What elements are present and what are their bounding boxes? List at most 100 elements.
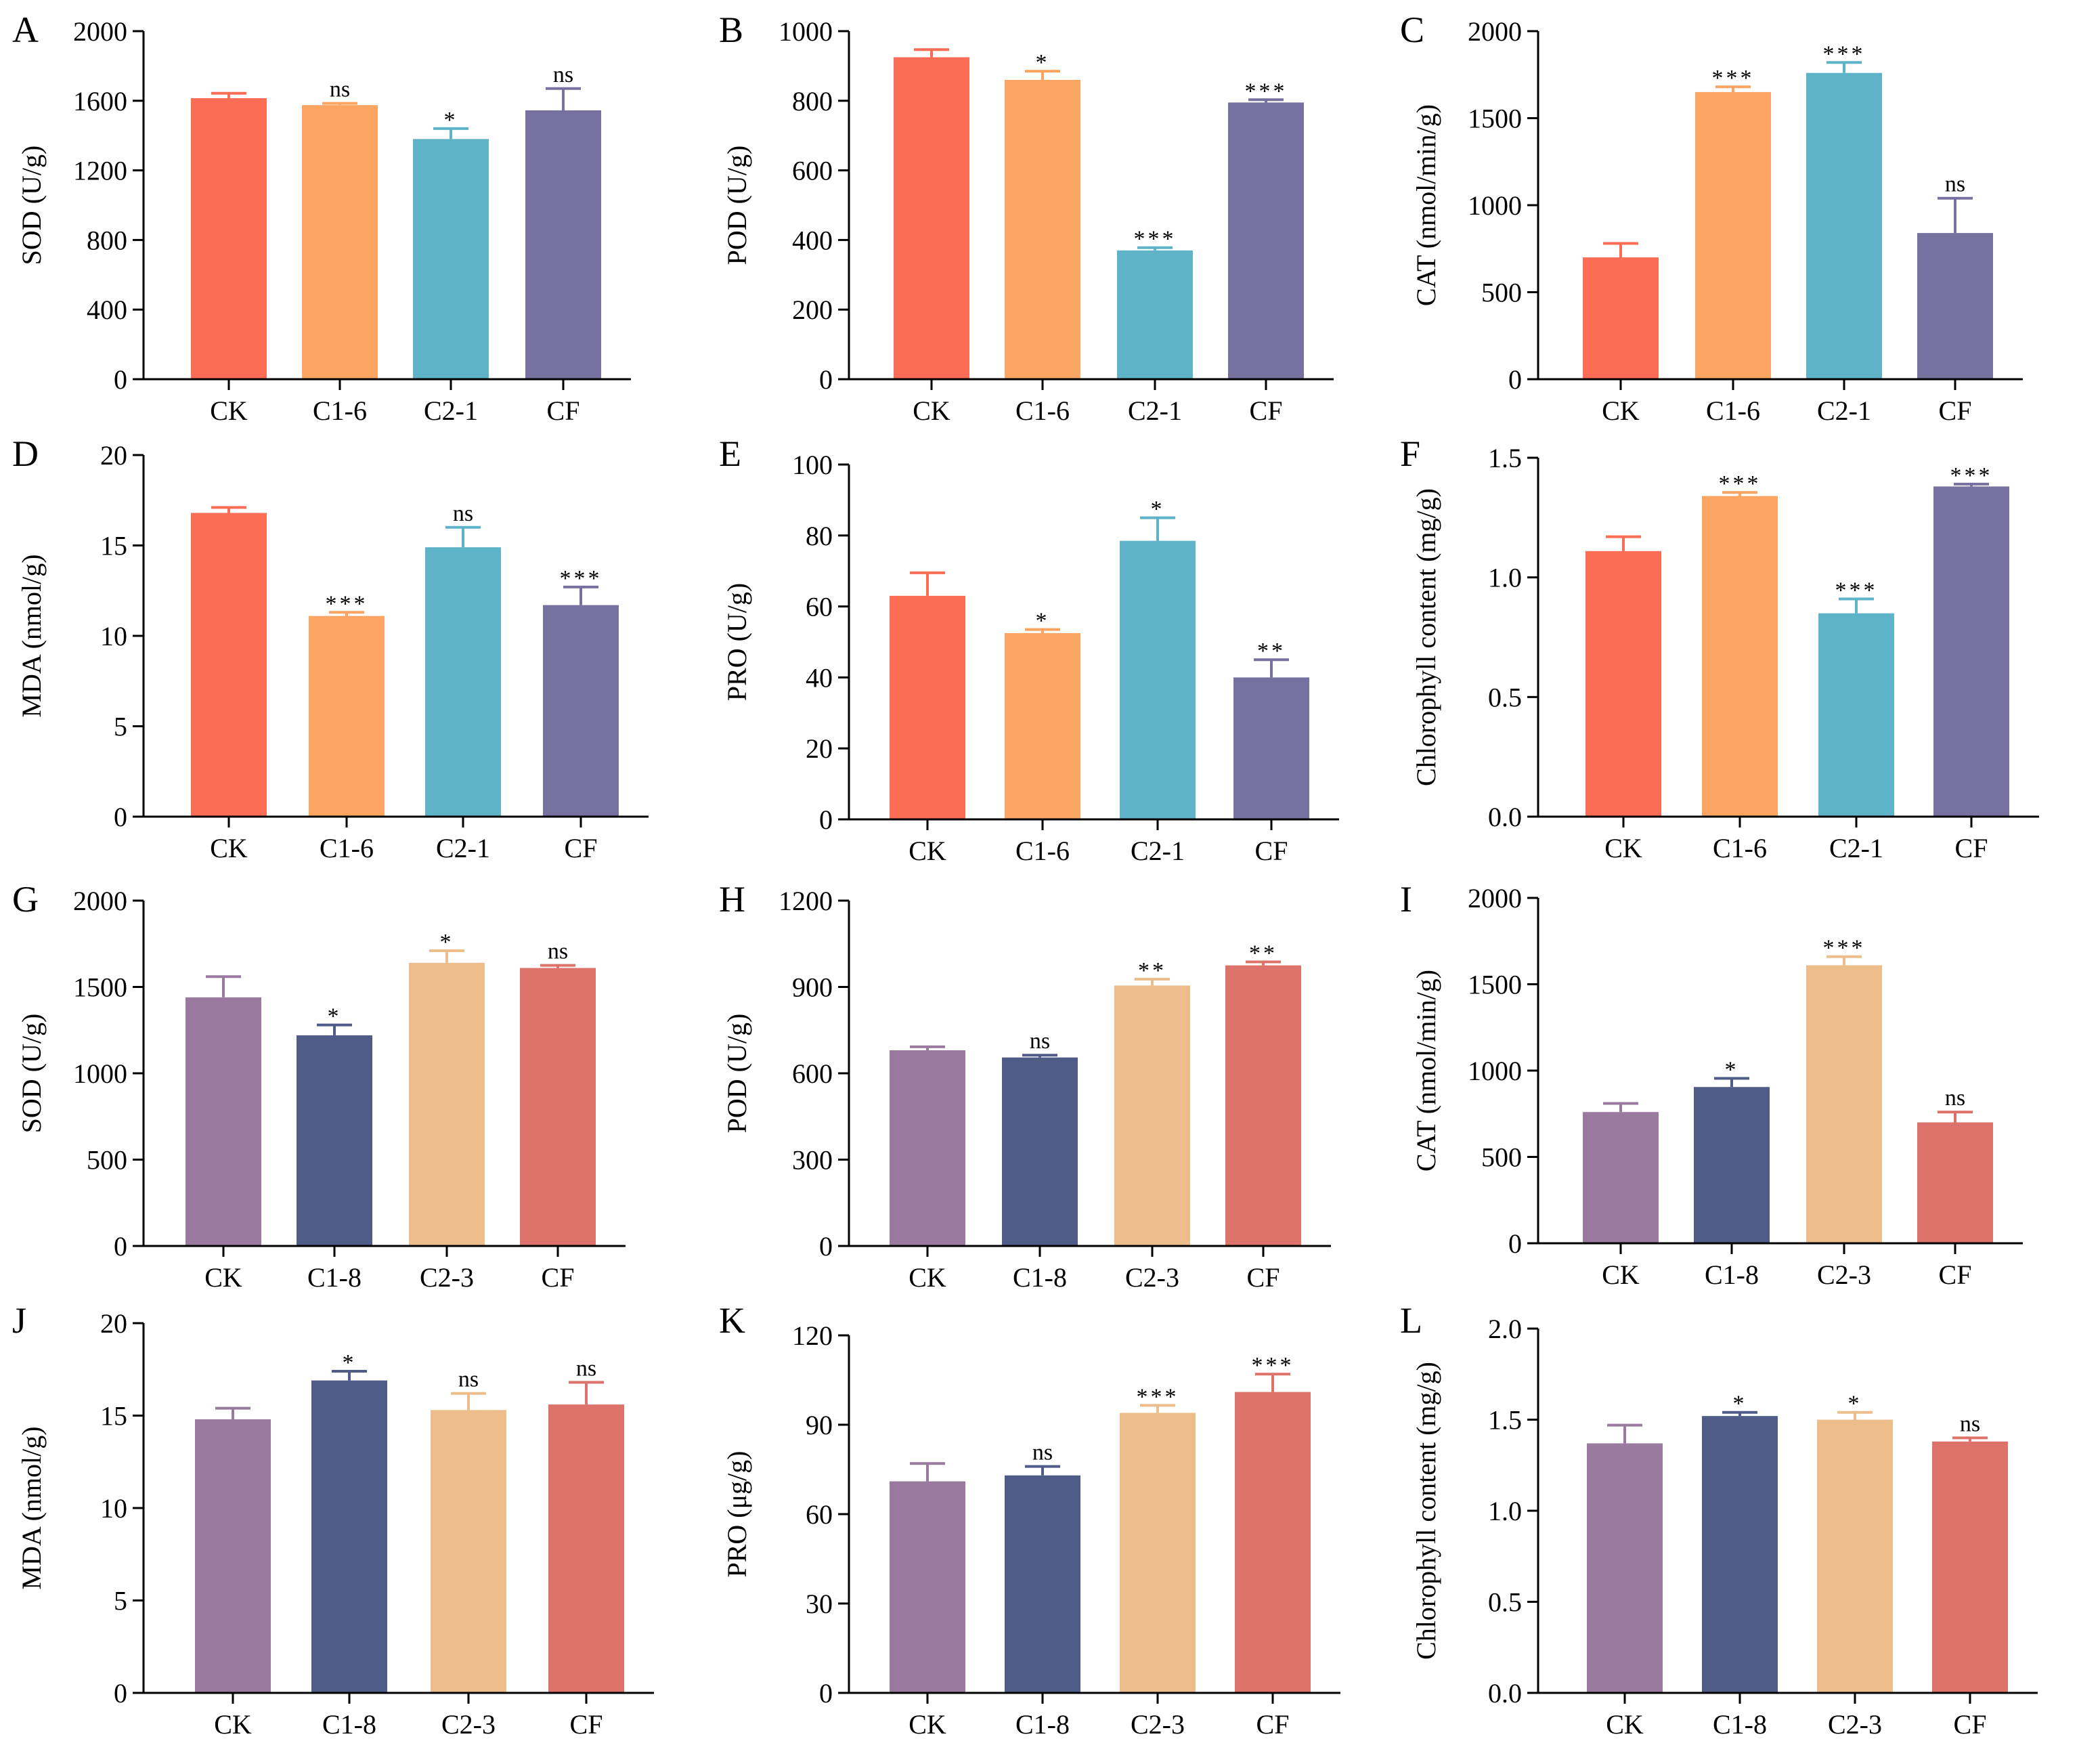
bar-CK <box>1583 257 1659 379</box>
y-tick-label: 1000 <box>1468 1056 1522 1086</box>
chart-panel-F: F Chlorophyll content (mg/g) 0.0 0.5 1.0 1.5 C… <box>1400 433 2039 863</box>
y-tick-label: 0 <box>819 1231 833 1262</box>
y-tick-label: 0 <box>114 1678 127 1708</box>
y-tick-label: 0 <box>819 1678 833 1708</box>
y-tick-label: 80 <box>806 521 833 551</box>
x-tick-label: C1-6 <box>313 395 367 426</box>
y-axis-label: CAT (nmol/min/g) <box>1411 970 1441 1171</box>
y-tick-label: 100 <box>792 450 833 480</box>
y-tick-label: 1500 <box>1468 104 1522 134</box>
panel-letter: F <box>1400 433 1420 474</box>
y-tick-label: 400 <box>792 225 833 255</box>
significance-label: ns <box>1945 172 1965 197</box>
y-tick-label: 2000 <box>1468 16 1522 47</box>
bar-CF <box>1233 677 1309 819</box>
x-tick-label: CK <box>1606 1709 1644 1740</box>
significance-label: *** <box>1719 471 1762 496</box>
panel-letter: H <box>719 879 745 920</box>
y-tick-label: 60 <box>806 1499 833 1530</box>
significance-label: *** <box>1252 1353 1294 1378</box>
y-tick-label: 15 <box>100 1401 127 1432</box>
y-axis-label: PRO (μg/g) <box>722 1450 752 1577</box>
panel-letter: C <box>1400 9 1424 50</box>
bar-CF <box>1235 1392 1311 1693</box>
x-tick-label: CF <box>1955 833 1988 863</box>
bar-C2-3 <box>1806 965 1882 1243</box>
bar-C2-3 <box>409 962 485 1246</box>
x-tick-label: CK <box>1604 833 1642 863</box>
y-tick-label: 600 <box>792 1058 833 1089</box>
bar-C1-6 <box>1005 632 1080 819</box>
y-tick-label: 0 <box>114 1231 127 1262</box>
x-tick-label: CK <box>909 1262 946 1293</box>
significance-label: *** <box>1245 79 1288 104</box>
chart-panel-A: A SOD (U/g) 0 400 800 1200 1600 2000 CK ns C1-6 * C2… <box>12 9 631 426</box>
y-tick-label: 0.0 <box>1488 1678 1522 1708</box>
x-tick-label: CF <box>1256 1709 1290 1740</box>
x-tick-label: C2-3 <box>1828 1709 1882 1740</box>
significance-label: * <box>444 108 458 133</box>
x-tick-label: CF <box>565 833 598 863</box>
bar-CK <box>890 1481 965 1693</box>
y-tick-label: 900 <box>792 972 833 1003</box>
y-tick-label: 300 <box>792 1145 833 1176</box>
bar-C2-1 <box>425 547 501 817</box>
significance-label: *** <box>1712 66 1755 91</box>
significance-label: * <box>1151 497 1165 522</box>
significance-label: * <box>1733 1392 1747 1417</box>
y-tick-label: 0 <box>114 802 127 832</box>
significance-label: *** <box>1823 41 1866 66</box>
x-tick-label: CF <box>1939 1260 1972 1290</box>
x-tick-label: CK <box>909 1709 946 1740</box>
x-tick-label: CK <box>214 1709 252 1740</box>
bar-CF <box>1225 965 1301 1246</box>
significance-label: * <box>1036 609 1050 634</box>
y-axis-label: POD (U/g) <box>722 146 752 265</box>
bar-CK <box>1583 1112 1659 1243</box>
x-tick-label: C2-3 <box>420 1262 474 1293</box>
bar-CK <box>191 513 267 817</box>
y-axis-label: PRO (U/g) <box>722 583 752 701</box>
x-tick-label: C1-6 <box>1015 836 1070 866</box>
significance-label: ** <box>1249 941 1277 966</box>
bar-CK <box>191 98 267 379</box>
x-tick-label: CK <box>909 836 946 866</box>
bar-C1-6 <box>309 616 385 817</box>
significance-label: * <box>1848 1392 1862 1417</box>
significance-label: *** <box>1950 463 1993 488</box>
y-tick-label: 0.5 <box>1488 1587 1522 1618</box>
y-tick-label: 800 <box>87 225 127 255</box>
bar-CK <box>1585 551 1661 817</box>
panel-letter: E <box>719 433 741 474</box>
x-tick-label: C2-1 <box>436 833 490 863</box>
chart-panel-I: I CAT (nmol/min/g) 0 500 1000 1500 2000 CK * C1-8… <box>1400 879 2023 1290</box>
bar-C2-3 <box>431 1410 506 1693</box>
significance-label: * <box>440 930 454 955</box>
bar-CF <box>1932 1441 2008 1693</box>
panel-letter: B <box>719 9 743 50</box>
bar-C2-1 <box>1806 72 1882 380</box>
y-tick-label: 2000 <box>73 16 127 47</box>
significance-label: ns <box>548 939 568 964</box>
significance-label: *** <box>560 566 603 591</box>
y-tick-label: 1200 <box>779 886 833 916</box>
y-tick-label: 90 <box>806 1410 833 1440</box>
significance-label: * <box>328 1004 342 1029</box>
y-tick-label: 10 <box>100 621 127 651</box>
bar-C1-6 <box>1702 496 1778 817</box>
y-tick-label: 60 <box>806 592 833 622</box>
x-tick-label: C1-6 <box>1015 395 1070 426</box>
y-tick-label: 600 <box>792 156 833 186</box>
significance-label: ns <box>1032 1440 1053 1465</box>
bar-C2-3 <box>1817 1419 1893 1693</box>
y-axis-label: Chlorophyll content (mg/g) <box>1411 1362 1441 1660</box>
panel-letter: D <box>12 433 39 474</box>
significance-label: ns <box>1945 1085 1965 1111</box>
bar-C1-8 <box>311 1380 387 1693</box>
y-tick-label: 1000 <box>1468 190 1522 221</box>
y-tick-label: 2000 <box>1468 883 1522 913</box>
bar-C2-1 <box>1818 613 1894 817</box>
bar-C1-8 <box>1002 1057 1078 1246</box>
panel-letter: J <box>12 1300 26 1341</box>
